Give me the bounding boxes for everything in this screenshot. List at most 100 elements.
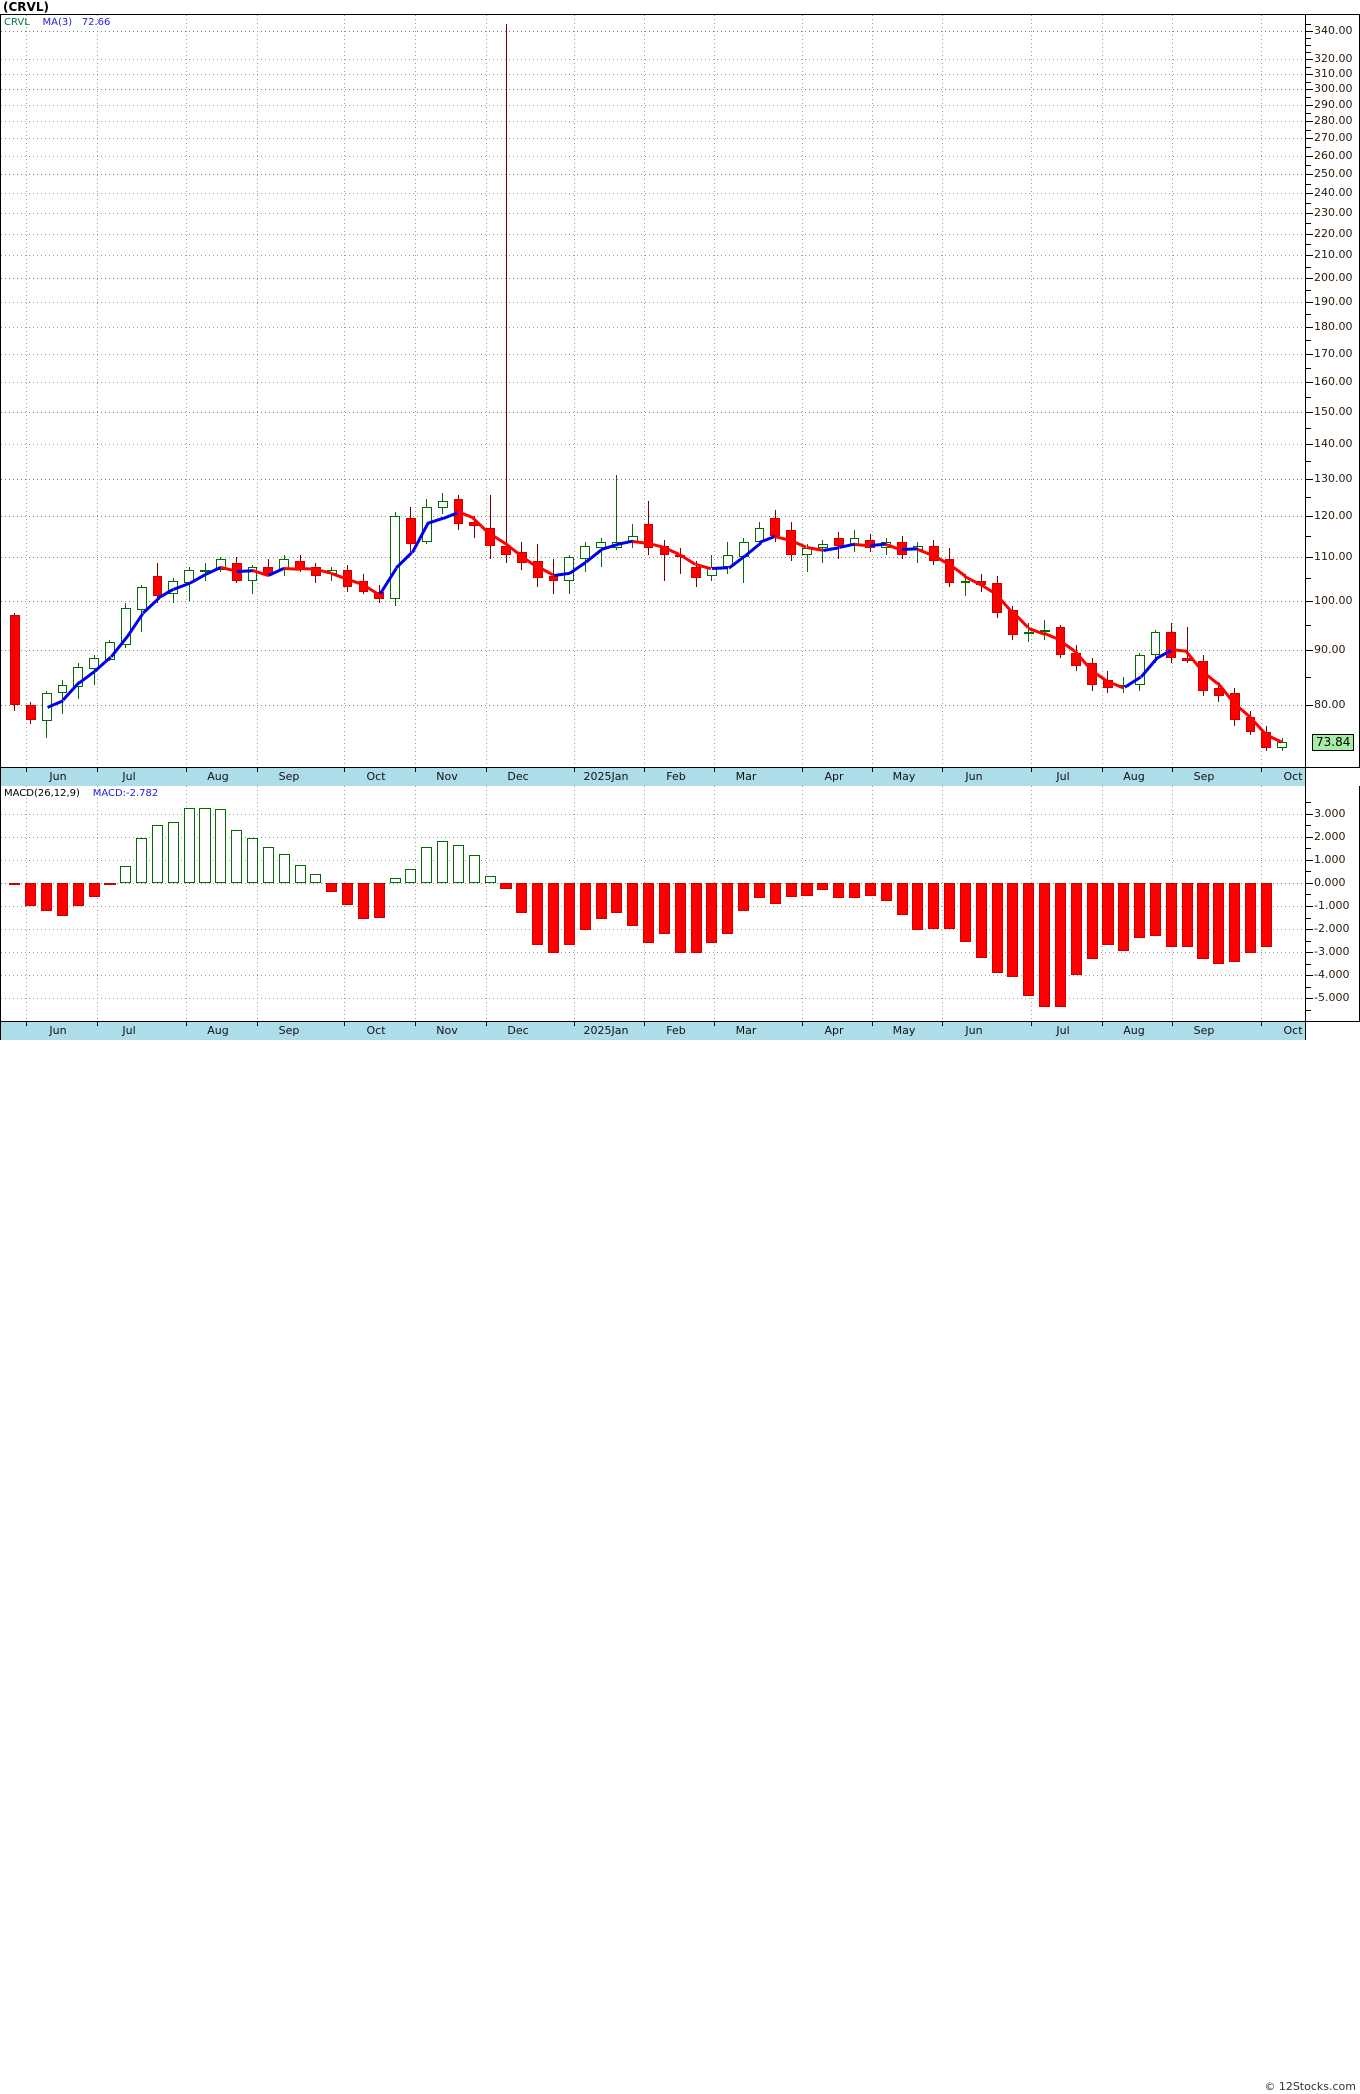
macd-bar — [357, 882, 369, 919]
price-axis-minor-tick — [1306, 427, 1311, 429]
price-axis-label: 340.00 — [1314, 24, 1353, 37]
candle-wick — [1186, 627, 1188, 664]
candle-body — [1150, 632, 1161, 656]
price-axis-minor-tick — [1306, 203, 1311, 205]
date-tick — [1102, 768, 1103, 772]
candle-wick — [663, 540, 665, 581]
price-axis-minor-tick — [1306, 396, 1311, 398]
macd-bar — [484, 876, 496, 883]
price-axis-tick — [1306, 705, 1313, 706]
candle-body — [295, 560, 305, 570]
candle-body — [675, 554, 686, 557]
price-axis-label: 190.00 — [1314, 295, 1353, 309]
price-gridline — [1, 105, 1305, 107]
price-gridline — [1, 233, 1305, 235]
date-tick — [644, 768, 645, 772]
date-tick — [714, 768, 715, 772]
macd-bar — [991, 882, 1003, 973]
macd-bar — [1023, 882, 1035, 996]
price-axis-tick — [1306, 444, 1313, 446]
price-gridline — [1, 174, 1305, 176]
candle-body — [802, 548, 812, 555]
price-axis-minor-tick — [1306, 113, 1311, 115]
price-axis-label: 240.00 — [1314, 186, 1353, 200]
price-gridline — [1, 382, 1305, 384]
candle-body — [532, 560, 543, 579]
candle-body — [786, 529, 797, 555]
price-axis-label: 140.00 — [1314, 437, 1353, 451]
candle-body — [374, 591, 385, 599]
price-gridline — [1, 59, 1305, 61]
date-label: Aug — [1123, 770, 1145, 783]
candle-body — [564, 556, 575, 581]
macd-bar — [405, 869, 417, 883]
price-axis-label: 160.00 — [1314, 375, 1353, 389]
date-label: Oct — [1283, 770, 1303, 783]
price-axis-minor-tick — [1306, 129, 1311, 131]
price-axis-tick — [1306, 174, 1313, 176]
candle-body — [120, 608, 131, 645]
candle-body — [390, 516, 401, 599]
macd-bar — [1260, 882, 1272, 948]
macd-bar — [1039, 882, 1051, 1008]
macd-bar — [959, 882, 971, 942]
macd-axis-minor-tick — [1306, 917, 1311, 919]
macd-bar — [151, 825, 164, 883]
date-label: Oct — [1283, 1024, 1303, 1037]
date-label: Sep — [1193, 1024, 1215, 1037]
candle-body — [611, 542, 622, 549]
ma3-segment — [678, 553, 697, 566]
price-axis-tick — [1306, 255, 1313, 257]
price-gridline — [1, 255, 1305, 257]
price-gridline — [1, 89, 1305, 91]
candle-body — [912, 546, 923, 551]
candle-body — [691, 567, 701, 579]
macd-bar — [1229, 882, 1241, 963]
date-label: Oct — [366, 770, 386, 783]
price-chart-panel[interactable]: CRVL MA(3) 72.66 — [0, 14, 1306, 768]
date-tick — [97, 1022, 98, 1026]
price-gridline — [1, 516, 1305, 518]
candle-body — [897, 542, 907, 555]
price-month-gridline — [942, 15, 943, 767]
price-gridline — [1, 556, 1305, 558]
candle-body — [1087, 663, 1098, 686]
price-axis-tick — [1306, 155, 1313, 157]
price-axis-label: 230.00 — [1314, 206, 1353, 220]
price-axis-label: 110.00 — [1314, 549, 1353, 563]
candle-body — [1182, 657, 1193, 661]
ma3-segment — [711, 566, 728, 571]
candle-wick — [964, 573, 966, 597]
price-axis-tick — [1306, 278, 1313, 280]
macd-bar — [104, 882, 116, 885]
price-legend-value: 72.66 — [81, 17, 111, 28]
candle-wick — [806, 544, 808, 572]
macd-chart-panel[interactable]: MACD(26,12,9) MACD:-2.782 — [0, 786, 1306, 1022]
date-axis-bottom: Jun Jul Aug Sep Oct Nov Dec 2025Jan Feb Mar Apr May… — [0, 1022, 1306, 1040]
macd-bar — [1149, 882, 1162, 936]
price-gridline — [1, 601, 1305, 603]
macd-axis-minor-tick — [1306, 1009, 1311, 1011]
price-axis-tick — [1306, 193, 1313, 195]
price-gridline — [1, 302, 1305, 304]
macd-bar — [928, 882, 940, 930]
candle-body — [548, 576, 559, 581]
macd-bar — [769, 882, 781, 904]
macd-bar — [310, 873, 322, 883]
price-axis-minor-tick — [1306, 244, 1311, 246]
candle-body — [928, 546, 939, 561]
macd-month-gridline — [486, 786, 487, 1021]
macd-axis-label: 2.000 — [1314, 829, 1346, 843]
macd-bar — [896, 882, 908, 916]
price-axis-minor-tick — [1306, 289, 1311, 291]
macd-bar — [864, 882, 876, 896]
date-label: 2025Jan — [583, 770, 629, 783]
date-tick — [415, 1022, 416, 1026]
macd-bar — [516, 882, 528, 913]
macd-bar — [1165, 882, 1177, 948]
ma3-segment — [854, 542, 871, 548]
candle-body — [231, 563, 242, 581]
candle-wick — [917, 542, 919, 564]
price-axis-minor-tick — [1306, 497, 1311, 499]
price-axis-label: 310.00 — [1314, 67, 1353, 81]
